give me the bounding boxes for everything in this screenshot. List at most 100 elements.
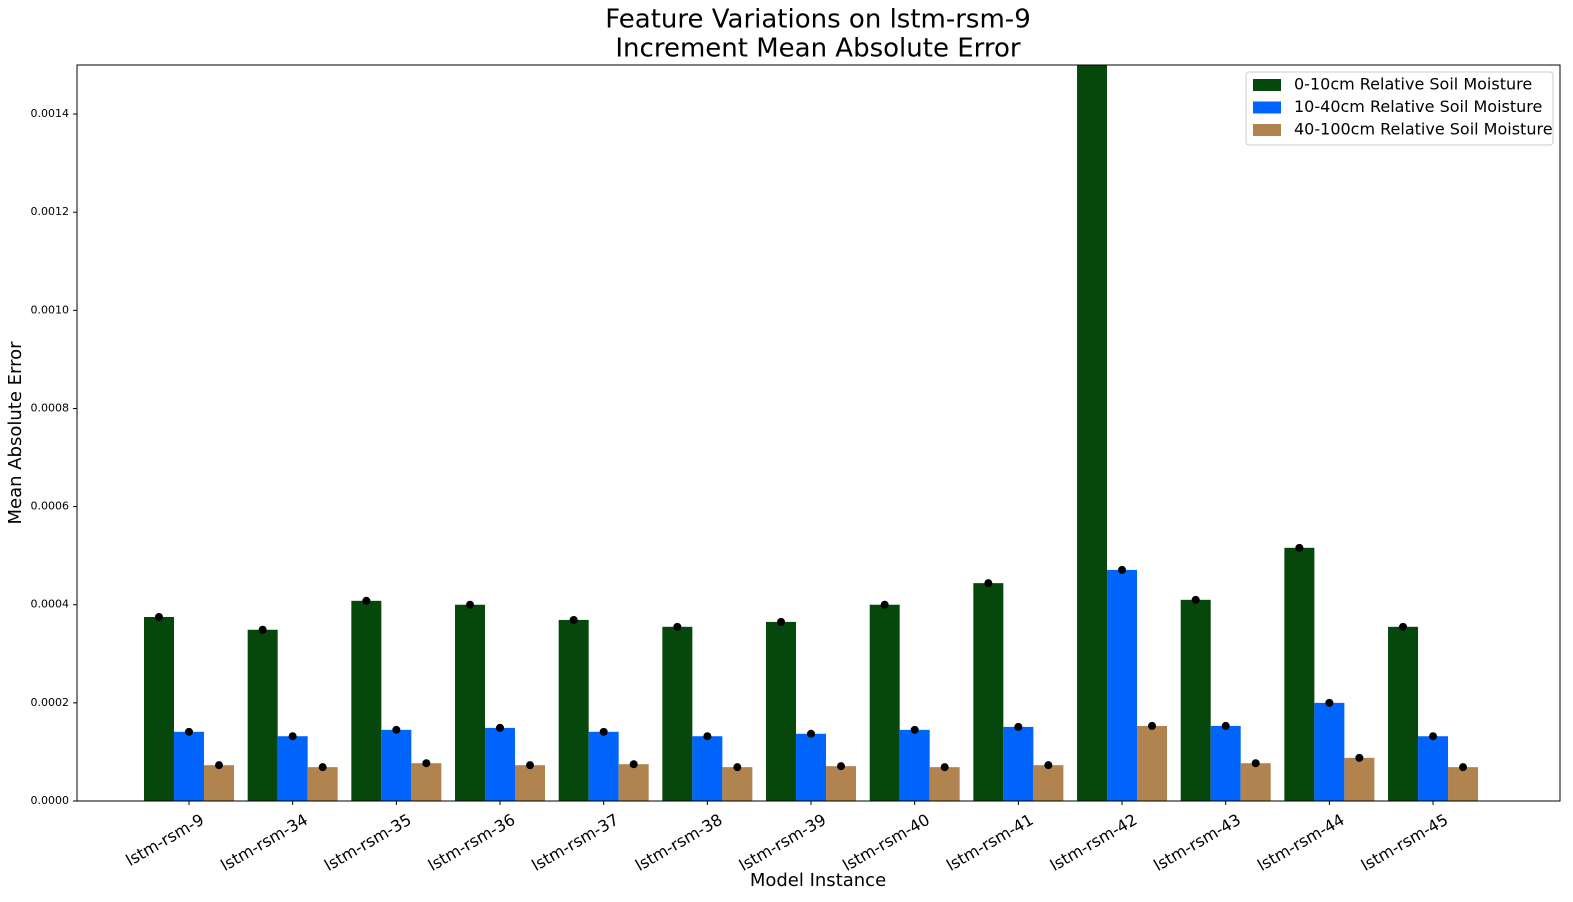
bar-marker: [940, 763, 949, 772]
bar: [929, 767, 960, 801]
bar-marker: [910, 725, 919, 734]
legend-label: 40-100cm Relative Soil Moisture: [1294, 120, 1553, 139]
bar-marker: [1459, 763, 1468, 772]
bar: [515, 765, 546, 801]
bar-marker: [215, 761, 223, 770]
bar: [796, 733, 827, 801]
bar: [455, 604, 486, 801]
bar-marker: [1014, 722, 1023, 731]
bar: [1180, 599, 1211, 801]
bar-marker: [392, 725, 401, 734]
bar: [662, 626, 693, 801]
bar-marker: [1191, 595, 1200, 604]
bar-marker: [733, 763, 742, 772]
bar-marker: [1429, 732, 1438, 741]
x-tick-label: lstm-rsm-43: [1150, 810, 1244, 875]
bar: [826, 766, 857, 801]
y-tick-label: 0.0006: [31, 500, 70, 513]
bar: [558, 619, 589, 801]
bar-marker: [362, 596, 371, 605]
bar: [692, 736, 723, 801]
bar: [722, 767, 753, 801]
bar: [869, 604, 900, 801]
bar-marker: [258, 625, 267, 634]
bar-marker: [1399, 622, 1408, 631]
bar: [381, 729, 412, 801]
x-tick-label: lstm-rsm-36: [425, 810, 519, 875]
bar: [973, 583, 1004, 801]
bar-marker: [1325, 698, 1334, 707]
bar-marker: [1295, 543, 1304, 552]
bar: [766, 621, 797, 801]
bar-marker: [422, 759, 431, 768]
axes-frame: [76, 64, 1561, 802]
bar: [1448, 767, 1479, 801]
x-axis-label: Model Instance: [750, 870, 886, 891]
bar: [1210, 725, 1241, 801]
bar: [588, 731, 619, 801]
y-tick-label: 0.0014: [31, 107, 70, 120]
legend-swatch: [1253, 79, 1281, 91]
bar: [411, 763, 442, 801]
bar: [1107, 569, 1138, 801]
y-tick-label: 0.0010: [31, 303, 70, 316]
x-tick-label: lstm-rsm-40: [839, 810, 933, 875]
bar-marker: [466, 600, 475, 609]
bar-marker: [807, 729, 816, 738]
bar-marker: [526, 761, 535, 770]
bar: [204, 765, 234, 801]
legend-swatch: [1253, 101, 1281, 114]
bar-marker: [1044, 761, 1053, 770]
bar: [1418, 736, 1449, 801]
bar-marker: [673, 622, 682, 631]
bar-marker: [777, 617, 786, 626]
bar: [1077, 65, 1108, 801]
legend-swatch: [1253, 124, 1281, 136]
bar: [1003, 726, 1034, 801]
bar: [618, 764, 649, 801]
bar-marker: [496, 723, 505, 732]
bar-marker: [1088, 12, 1096, 20]
bar-marker: [155, 613, 163, 621]
y-tick-label: 0.0002: [31, 696, 70, 709]
x-tick-label: lstm-rsm-38: [632, 810, 726, 875]
chart-title: Increment Mean Absolute Error: [615, 34, 1021, 64]
x-tick-label: lstm-rsm-42: [1047, 810, 1141, 875]
bar-marker: [288, 732, 297, 741]
bar: [1137, 725, 1168, 801]
x-tick-label: lstm-rsm-37: [528, 810, 622, 875]
bar-marker: [1251, 759, 1260, 768]
y-axis-label: Mean Absolute Error: [5, 341, 26, 525]
bar-marker: [185, 727, 193, 736]
bar: [144, 617, 174, 801]
bar-marker: [1148, 721, 1157, 730]
bar-marker: [1118, 565, 1127, 574]
bar-marker: [318, 763, 327, 772]
bar: [351, 600, 382, 801]
x-tick-label: lstm-rsm-45: [1358, 810, 1452, 875]
bar-marker: [984, 579, 993, 588]
bar: [1388, 626, 1419, 801]
legend-label: 0-10cm Relative Soil Moisture: [1294, 75, 1532, 94]
bar: [307, 767, 338, 801]
plot-area: [144, 12, 1479, 801]
chart-title: Feature Variations on lstm-rsm-9: [605, 5, 1030, 35]
x-tick-label: lstm-rsm-44: [1254, 810, 1348, 875]
bar-marker: [1355, 753, 1364, 762]
bar: [277, 736, 308, 801]
bar-marker: [569, 615, 578, 624]
y-tick-label: 0.0004: [31, 598, 70, 611]
y-tick-label: 0.0008: [31, 401, 70, 414]
bar: [485, 727, 516, 801]
bar-marker: [703, 732, 712, 741]
y-tick-label: 0.0012: [31, 205, 70, 218]
bar-marker: [629, 760, 638, 769]
bar: [247, 629, 278, 801]
y-tick-label: 0.0000: [31, 794, 70, 807]
x-tick-label: lstm-rsm-41: [943, 810, 1037, 875]
bar: [1344, 757, 1375, 801]
bar: [174, 731, 204, 801]
bar-marker: [599, 727, 608, 736]
x-tick-label: lstm-rsm-39: [736, 810, 830, 875]
x-tick-label: lstm-rsm-9: [123, 810, 208, 870]
